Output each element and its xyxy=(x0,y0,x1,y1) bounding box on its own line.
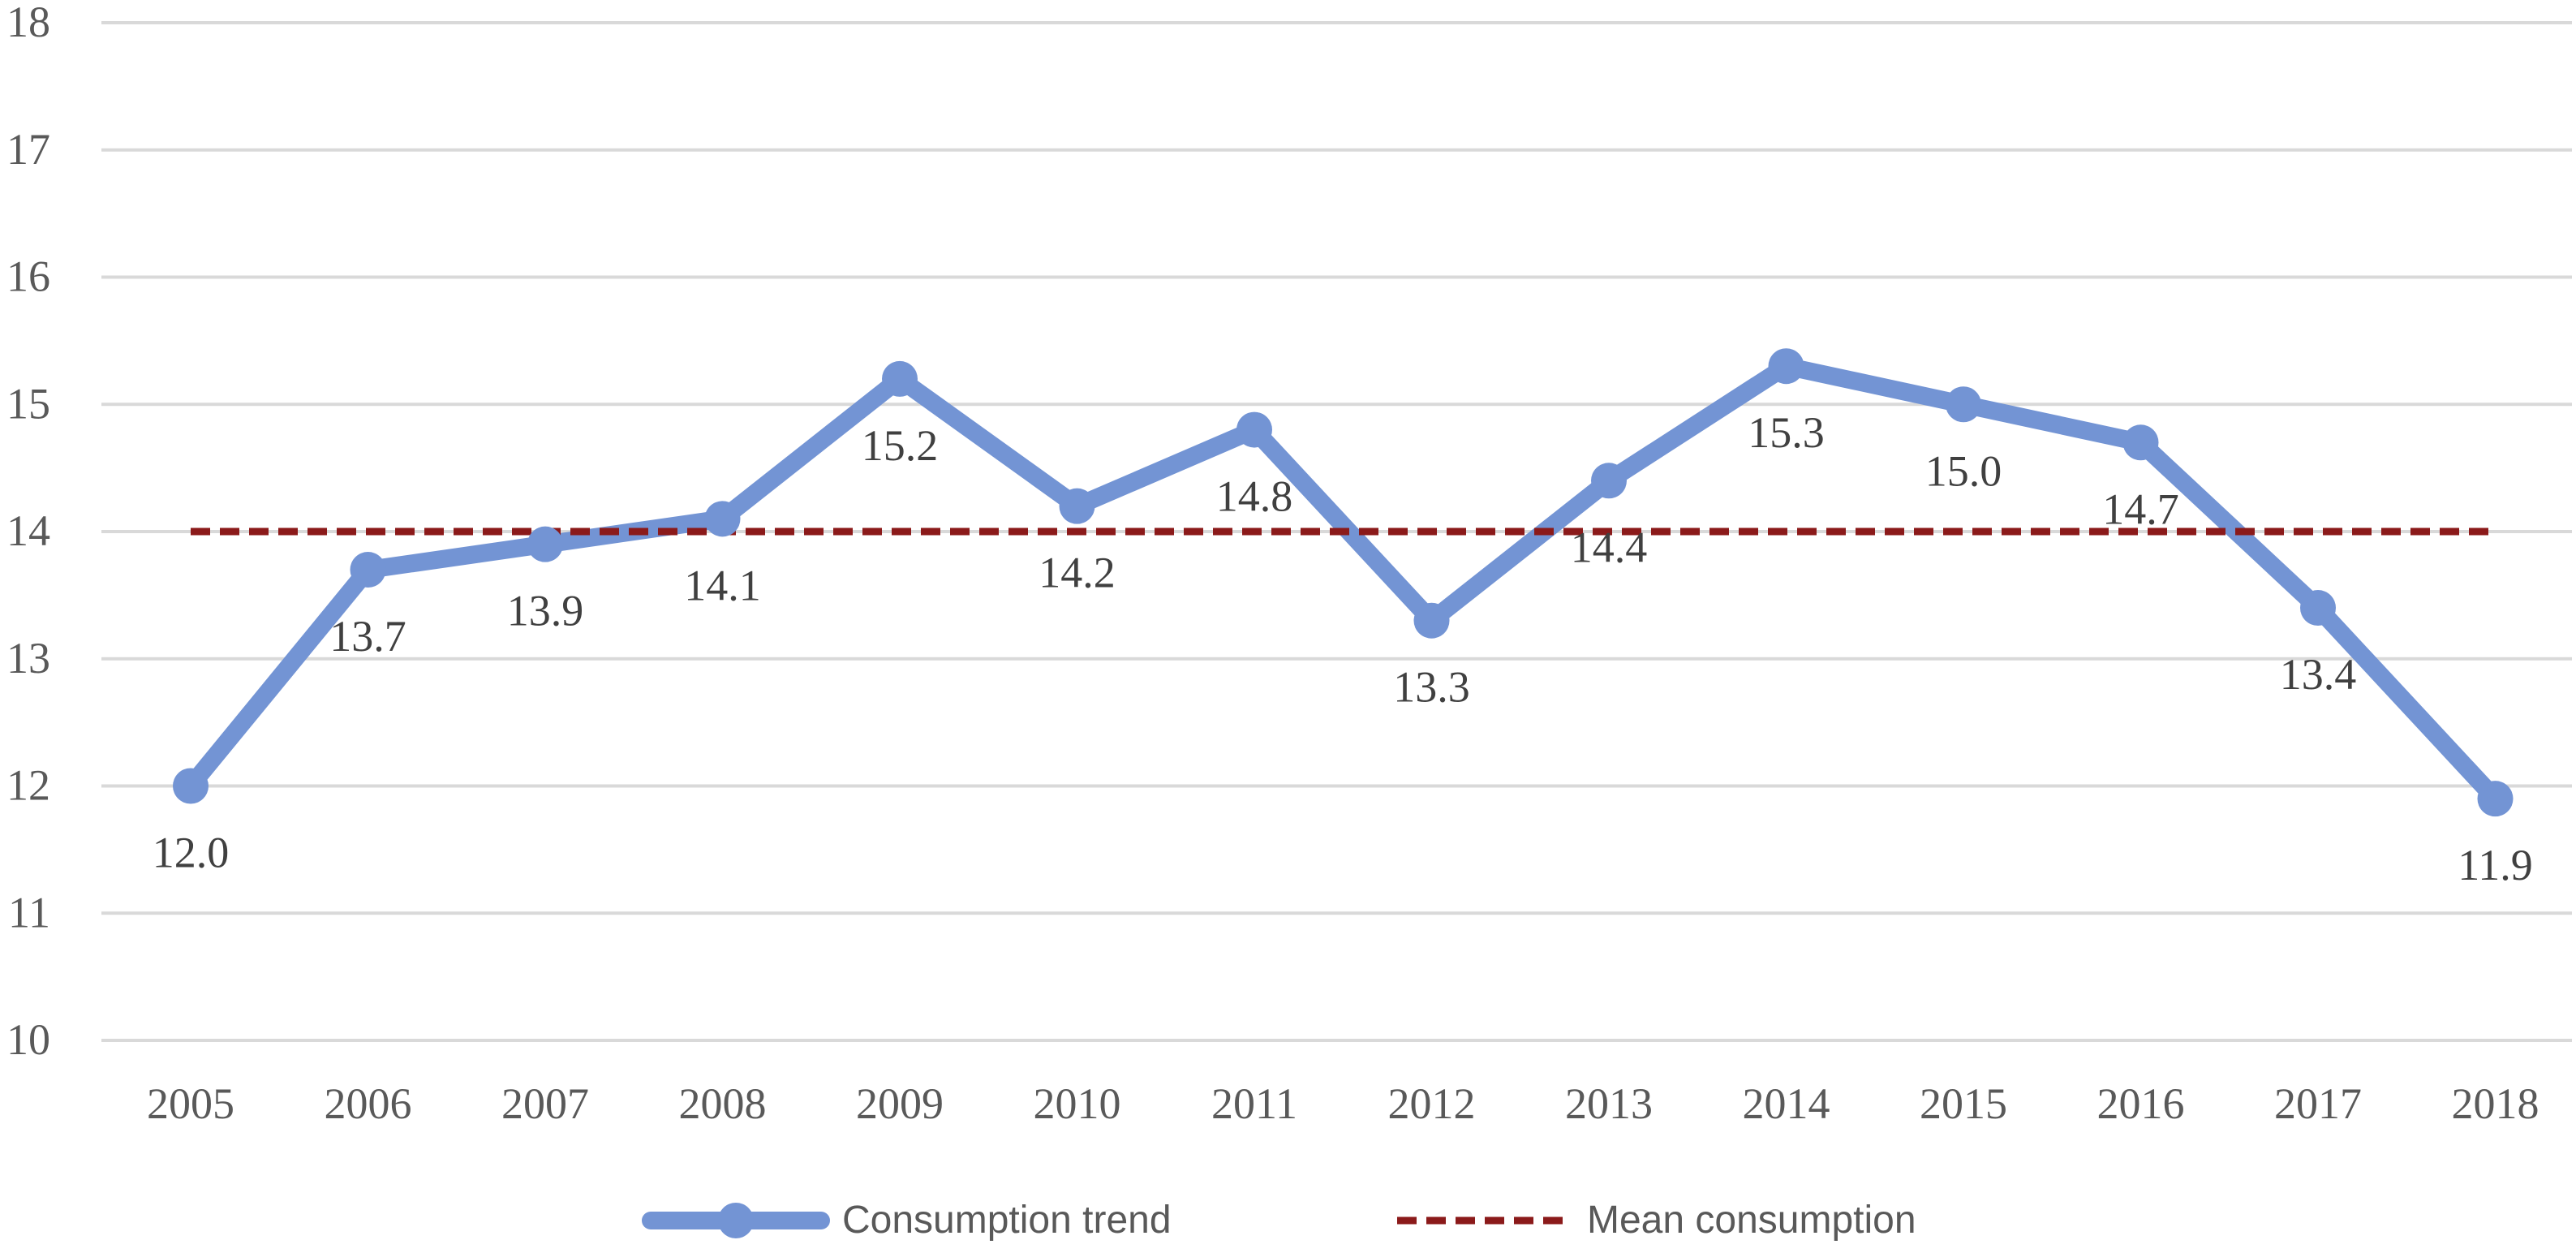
data-point-2012 xyxy=(1413,602,1450,639)
data-label-2017: 13.4 xyxy=(2280,650,2357,699)
x-tick-label: 2016 xyxy=(2097,1079,2185,1128)
data-label-2013: 14.4 xyxy=(1571,523,1648,571)
data-label-2015: 15.0 xyxy=(1925,446,2002,495)
series-line-consumption-trend xyxy=(182,357,2505,808)
data-point-2010 xyxy=(1059,488,1095,524)
y-tick-label: 11 xyxy=(8,888,50,937)
y-tick-label: 10 xyxy=(6,1015,50,1064)
data-point-2016 xyxy=(2122,424,2159,461)
data-point-2018 xyxy=(2477,781,2514,817)
x-tick-label: 2013 xyxy=(1565,1079,1653,1128)
data-point-2008 xyxy=(704,501,741,537)
data-point-2015 xyxy=(1946,386,1981,423)
legend-marker-consumption-trend xyxy=(718,1203,754,1238)
data-label-2014: 15.3 xyxy=(1748,408,1825,457)
legend-item-consumption-trend: Consumption trend xyxy=(642,1199,1172,1242)
data-label-2010: 14.2 xyxy=(1039,549,1116,597)
data-label-2016: 14.7 xyxy=(2102,484,2179,533)
data-labels: 12.0 13.7 13.9 14.1 15.2 14.2 14.8 13.3 14.4 15.3… xyxy=(153,408,2533,889)
data-label-2006: 13.7 xyxy=(329,612,406,661)
x-tick-label: 2006 xyxy=(325,1079,412,1128)
x-tick-label: 2015 xyxy=(1920,1079,2007,1128)
legend: Consumption trend Mean consumption xyxy=(642,1199,1916,1242)
data-point-2006 xyxy=(350,552,386,588)
data-label-2009: 15.2 xyxy=(862,421,939,470)
y-tick-label: 14 xyxy=(6,506,50,555)
series-layer xyxy=(173,348,2514,817)
y-tick-label: 12 xyxy=(6,761,50,810)
data-point-2009 xyxy=(882,360,918,397)
x-tick-label: 2009 xyxy=(856,1079,944,1128)
legend-item-mean-consumption: Mean consumption xyxy=(1397,1199,1916,1242)
data-point-2007 xyxy=(527,526,563,562)
x-tick-label: 2008 xyxy=(679,1079,767,1128)
y-tick-label: 16 xyxy=(6,252,50,301)
x-tick-label: 2011 xyxy=(1211,1079,1297,1128)
data-point-2017 xyxy=(2300,590,2336,626)
y-tick-label: 15 xyxy=(6,379,50,428)
x-tick-label: 2014 xyxy=(1743,1079,1830,1128)
data-label-2005: 12.0 xyxy=(153,829,230,877)
x-tick-label: 2018 xyxy=(2452,1079,2539,1128)
data-label-2012: 13.3 xyxy=(1393,663,1470,712)
x-tick-label: 2005 xyxy=(147,1079,234,1128)
data-label-2007: 13.9 xyxy=(507,587,584,635)
x-tick-label: 2017 xyxy=(2274,1079,2362,1128)
legend-label-consumption-trend: Consumption trend xyxy=(842,1199,1172,1242)
data-label-2011: 14.8 xyxy=(1216,472,1293,521)
data-point-2005 xyxy=(173,768,209,804)
x-tick-label: 2010 xyxy=(1034,1079,1121,1128)
x-tick-label: 2012 xyxy=(1388,1079,1476,1128)
data-point-2011 xyxy=(1236,411,1272,448)
y-tick-label: 13 xyxy=(6,634,50,682)
data-label-2008: 14.1 xyxy=(684,561,761,609)
data-label-2018: 11.9 xyxy=(2458,841,2533,889)
y-tick-label: 18 xyxy=(6,0,50,46)
y-axis-ticks: 10 11 12 13 14 15 16 17 18 xyxy=(6,0,50,1064)
data-point-2013 xyxy=(1591,463,1627,499)
data-point-2014 xyxy=(1768,348,1804,385)
legend-label-mean-consumption: Mean consumption xyxy=(1587,1199,1916,1242)
x-tick-label: 2007 xyxy=(501,1079,589,1128)
x-axis-ticks: 2005 2006 2007 2008 2009 2010 2011 2012 2013 2014… xyxy=(147,1079,2539,1128)
y-tick-label: 17 xyxy=(6,125,50,174)
